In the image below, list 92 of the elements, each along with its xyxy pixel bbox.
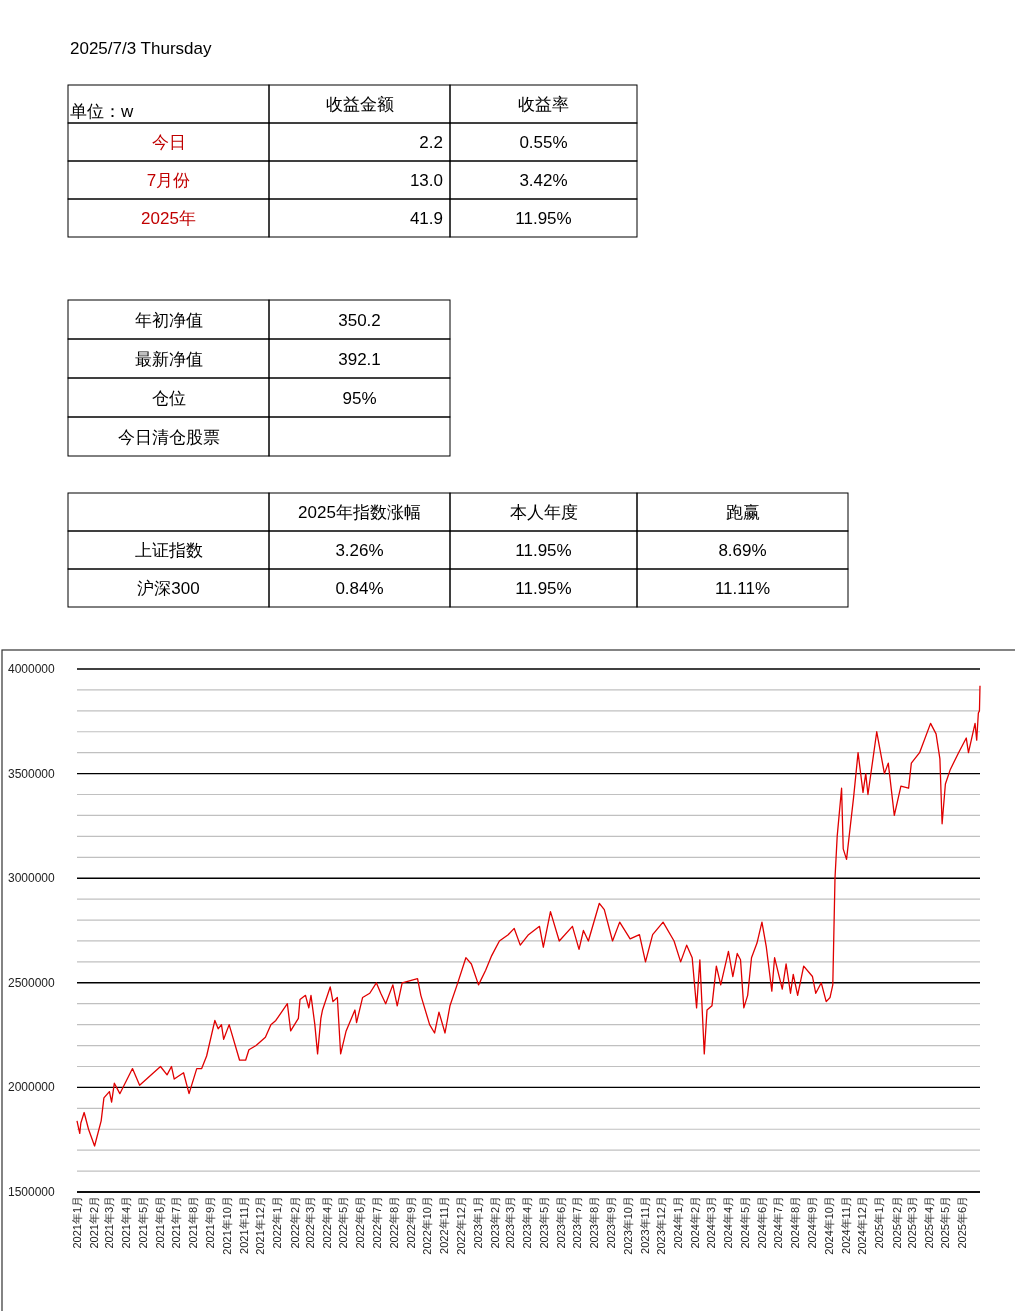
x-tick-label: 2024年4月 [722,1196,735,1249]
x-tick-label: 2022年5月 [337,1196,350,1249]
x-tick-label: 2022年2月 [288,1196,301,1249]
text: 350.2 [338,310,381,330]
x-tick-label: 2025年6月 [956,1196,969,1249]
x-tick-label: 2022年3月 [303,1196,316,1249]
x-tick-label: 2024年12月 [856,1196,869,1255]
x-tick-label: 2021年11月 [237,1196,250,1254]
text: 11.95% [515,579,572,598]
y-tick-label: 4000000 [8,662,56,676]
x-tick-label: 2024年5月 [738,1196,751,1249]
text: 最新净值 [134,349,203,369]
text: 2025年 [141,209,196,228]
x-tick-label: 2023年7月 [571,1196,584,1249]
text: 仓位 [151,388,186,408]
x-tick-label: 2023年3月 [504,1196,517,1249]
x-tick-label: 2024年9月 [806,1196,819,1249]
y-tick-label: 3000000 [8,871,56,886]
text: 2025年指数涨幅 [298,503,421,522]
x-tick-label: 2021年8月 [187,1196,200,1249]
x-tick-label: 2022年12月 [454,1196,467,1255]
x-tick-label: 2023年5月 [537,1196,550,1249]
x-tick-label: 2021年4月 [120,1196,133,1249]
x-tick-label: 2024年8月 [789,1196,802,1249]
x-tick-label: 2025年5月 [939,1196,952,1249]
x-tick-label: 2024年3月 [705,1196,718,1249]
x-tick-label: 2025年1月 [873,1196,886,1249]
text: 95% [342,388,377,408]
text: 11.11% [714,579,771,598]
x-tick-label: 2024年6月 [755,1196,768,1249]
x-tick-label: 2023年6月 [554,1196,567,1249]
text: 0.55% [519,133,568,152]
text: 沪深300 [137,579,200,598]
x-tick-label: 2024年10月 [822,1196,835,1255]
x-tick-label: 2023年9月 [605,1196,618,1249]
x-tick-label: 2024年7月 [772,1196,785,1249]
x-tick-label: 2024年1月 [672,1196,685,1249]
text: 本人年度 [509,503,578,522]
x-tick-label: 2022年6月 [354,1196,367,1249]
x-tick-label: 2021年7月 [170,1196,183,1249]
text: 上证指数 [134,541,203,560]
x-tick-label: 2025年3月 [905,1196,918,1249]
y-tick-label: 2000000 [8,1080,56,1095]
text: 年初净值 [134,310,203,330]
text: 8.69% [718,541,767,560]
x-tick-label: 2022年10月 [421,1196,434,1255]
y-tick-label: 2500000 [8,975,56,990]
x-tick-label: 2021年9月 [204,1196,217,1249]
x-tick-label: 2022年1月 [271,1196,284,1249]
text: 跑赢 [725,503,760,522]
text: 单位：w [70,102,134,121]
x-tick-label: 2022年4月 [320,1196,333,1249]
text: 收益率 [518,95,569,114]
x-tick-label: 2023年2月 [488,1196,501,1249]
x-tick-label: 2023年11月 [638,1196,651,1254]
text: 3.42% [519,171,568,190]
x-tick-label: 2021年2月 [88,1196,101,1249]
x-tick-label: 2025年2月 [890,1196,903,1249]
text: 2025/7/3 Thursday [70,39,212,58]
x-tick-label: 2022年8月 [387,1196,400,1249]
x-tick-label: 2023年12月 [655,1196,668,1255]
y-tick-label: 1500000 [8,1185,56,1199]
x-tick-label: 2021年3月 [103,1196,116,1249]
text: 41.9 [409,209,443,228]
text: 2.2 [419,133,443,152]
text: 392.1 [338,349,381,369]
text: 7月份 [146,171,191,190]
x-tick-label: 2023年1月 [471,1196,484,1249]
text: 今日清仓股票 [117,427,220,447]
x-tick-label: 2021年5月 [136,1196,149,1249]
x-tick-label: 2021年6月 [153,1196,166,1249]
x-tick-label: 2025年4月 [922,1196,935,1249]
x-tick-label: 2023年4月 [521,1196,534,1249]
x-tick-label: 2022年11月 [438,1196,451,1254]
text: 11.95% [515,541,572,560]
x-tick-label: 2023年10月 [621,1196,634,1255]
x-tick-label: 2021年1月 [71,1196,83,1249]
x-tick-label: 2021年12月 [254,1196,267,1255]
text: 11.95% [515,209,572,228]
line-series [76,685,981,1147]
text: 今日 [151,133,186,152]
x-tick-label: 2022年7月 [370,1196,383,1249]
text: 13.0 [409,171,443,190]
x-tick-label: 2024年2月 [689,1196,702,1249]
y-tick-label: 3500000 [8,766,56,781]
text: 0.84% [335,579,384,598]
x-tick-label: 2024年11月 [839,1196,852,1254]
x-tick-label: 2022年9月 [404,1196,417,1249]
x-tick-label: 2021年10月 [220,1196,233,1255]
text: 3.26% [335,541,384,560]
text: 收益金额 [325,95,394,114]
x-tick-label: 2023年8月 [588,1196,601,1249]
